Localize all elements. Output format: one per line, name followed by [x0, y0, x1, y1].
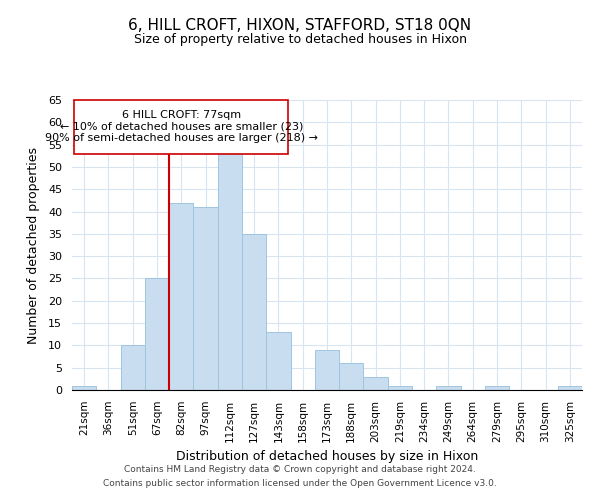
Y-axis label: Number of detached properties: Number of detached properties	[27, 146, 40, 344]
FancyBboxPatch shape	[74, 100, 288, 154]
Bar	[558, 386, 582, 390]
Bar	[315, 350, 339, 390]
Bar	[193, 207, 218, 390]
Bar	[242, 234, 266, 390]
Text: Contains HM Land Registry data © Crown copyright and database right 2024.
Contai: Contains HM Land Registry data © Crown c…	[103, 466, 497, 487]
Bar	[169, 202, 193, 390]
Bar	[388, 386, 412, 390]
Bar	[218, 149, 242, 390]
Text: 6, HILL CROFT, HIXON, STAFFORD, ST18 0QN: 6, HILL CROFT, HIXON, STAFFORD, ST18 0QN	[128, 18, 472, 32]
Text: Size of property relative to detached houses in Hixon: Size of property relative to detached ho…	[133, 32, 467, 46]
Text: 6 HILL CROFT: 77sqm
← 10% of detached houses are smaller (23)
90% of semi-detach: 6 HILL CROFT: 77sqm ← 10% of detached ho…	[45, 110, 318, 144]
Bar	[145, 278, 169, 390]
Bar	[339, 363, 364, 390]
Bar	[266, 332, 290, 390]
X-axis label: Distribution of detached houses by size in Hixon: Distribution of detached houses by size …	[176, 450, 478, 463]
Bar	[364, 376, 388, 390]
Bar	[121, 346, 145, 390]
Bar	[485, 386, 509, 390]
Bar	[72, 386, 96, 390]
Bar	[436, 386, 461, 390]
